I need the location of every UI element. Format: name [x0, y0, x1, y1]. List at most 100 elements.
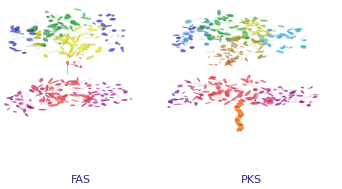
Ellipse shape	[58, 42, 62, 45]
Ellipse shape	[95, 50, 101, 53]
Ellipse shape	[239, 52, 243, 55]
Ellipse shape	[210, 76, 216, 80]
Ellipse shape	[55, 36, 68, 43]
Ellipse shape	[260, 40, 268, 42]
Ellipse shape	[276, 35, 282, 39]
Ellipse shape	[268, 35, 275, 37]
Ellipse shape	[245, 24, 255, 27]
Ellipse shape	[261, 56, 267, 58]
Ellipse shape	[231, 65, 233, 66]
Ellipse shape	[226, 22, 230, 28]
Ellipse shape	[292, 101, 300, 102]
Ellipse shape	[208, 64, 213, 65]
Ellipse shape	[240, 78, 250, 82]
Ellipse shape	[45, 94, 50, 98]
Ellipse shape	[70, 20, 74, 23]
Ellipse shape	[109, 18, 116, 21]
Ellipse shape	[204, 84, 207, 89]
Ellipse shape	[95, 37, 98, 39]
Ellipse shape	[208, 38, 212, 40]
Ellipse shape	[245, 97, 251, 100]
Ellipse shape	[57, 99, 66, 104]
Ellipse shape	[46, 33, 54, 38]
Ellipse shape	[21, 100, 27, 105]
Ellipse shape	[179, 98, 184, 100]
Ellipse shape	[43, 96, 45, 99]
Ellipse shape	[13, 101, 17, 103]
Ellipse shape	[64, 15, 71, 19]
Ellipse shape	[232, 36, 238, 38]
Ellipse shape	[245, 81, 249, 83]
Ellipse shape	[228, 61, 232, 64]
Ellipse shape	[233, 57, 237, 60]
Ellipse shape	[70, 39, 88, 42]
Ellipse shape	[261, 87, 269, 91]
Ellipse shape	[299, 36, 306, 40]
Ellipse shape	[193, 81, 195, 85]
Ellipse shape	[50, 90, 57, 94]
Ellipse shape	[235, 109, 241, 112]
Ellipse shape	[182, 102, 189, 103]
Ellipse shape	[79, 65, 82, 68]
Ellipse shape	[231, 28, 241, 31]
Ellipse shape	[223, 33, 231, 36]
Ellipse shape	[205, 21, 210, 24]
Ellipse shape	[56, 26, 60, 29]
Ellipse shape	[189, 46, 195, 49]
Ellipse shape	[255, 22, 258, 26]
Ellipse shape	[236, 129, 242, 132]
Ellipse shape	[63, 39, 68, 46]
Ellipse shape	[115, 84, 121, 86]
Ellipse shape	[176, 37, 181, 39]
Ellipse shape	[55, 37, 61, 39]
Ellipse shape	[234, 106, 240, 110]
Ellipse shape	[277, 34, 282, 36]
Ellipse shape	[195, 102, 198, 106]
Ellipse shape	[258, 54, 263, 59]
Ellipse shape	[272, 29, 276, 32]
Ellipse shape	[15, 98, 24, 101]
Ellipse shape	[96, 20, 101, 23]
Ellipse shape	[212, 36, 215, 40]
Ellipse shape	[107, 90, 113, 91]
Ellipse shape	[254, 94, 259, 100]
Ellipse shape	[112, 92, 115, 94]
Ellipse shape	[208, 85, 220, 87]
Ellipse shape	[69, 27, 75, 32]
Ellipse shape	[116, 95, 119, 97]
Ellipse shape	[46, 16, 50, 18]
Ellipse shape	[73, 43, 78, 45]
Ellipse shape	[279, 47, 284, 49]
Ellipse shape	[17, 95, 21, 98]
Ellipse shape	[244, 20, 250, 23]
Ellipse shape	[29, 99, 32, 101]
Ellipse shape	[240, 51, 243, 53]
Text: FAS: FAS	[71, 175, 91, 184]
Ellipse shape	[213, 37, 220, 39]
Ellipse shape	[196, 96, 203, 100]
Ellipse shape	[13, 50, 16, 53]
Ellipse shape	[214, 20, 221, 26]
Ellipse shape	[300, 100, 303, 102]
Ellipse shape	[278, 35, 285, 39]
Ellipse shape	[237, 51, 243, 54]
Ellipse shape	[109, 43, 111, 45]
Ellipse shape	[247, 63, 248, 66]
Ellipse shape	[257, 30, 266, 32]
Ellipse shape	[267, 29, 272, 32]
Ellipse shape	[233, 90, 244, 93]
Ellipse shape	[216, 29, 220, 33]
Ellipse shape	[93, 102, 100, 105]
Ellipse shape	[36, 37, 44, 39]
Ellipse shape	[259, 91, 264, 94]
Ellipse shape	[48, 19, 53, 22]
Ellipse shape	[260, 80, 266, 83]
Ellipse shape	[103, 99, 110, 101]
Ellipse shape	[204, 32, 208, 36]
Ellipse shape	[42, 99, 51, 101]
Ellipse shape	[25, 113, 28, 117]
Ellipse shape	[46, 33, 55, 36]
Ellipse shape	[266, 88, 271, 90]
Ellipse shape	[229, 48, 243, 50]
Ellipse shape	[282, 96, 286, 98]
